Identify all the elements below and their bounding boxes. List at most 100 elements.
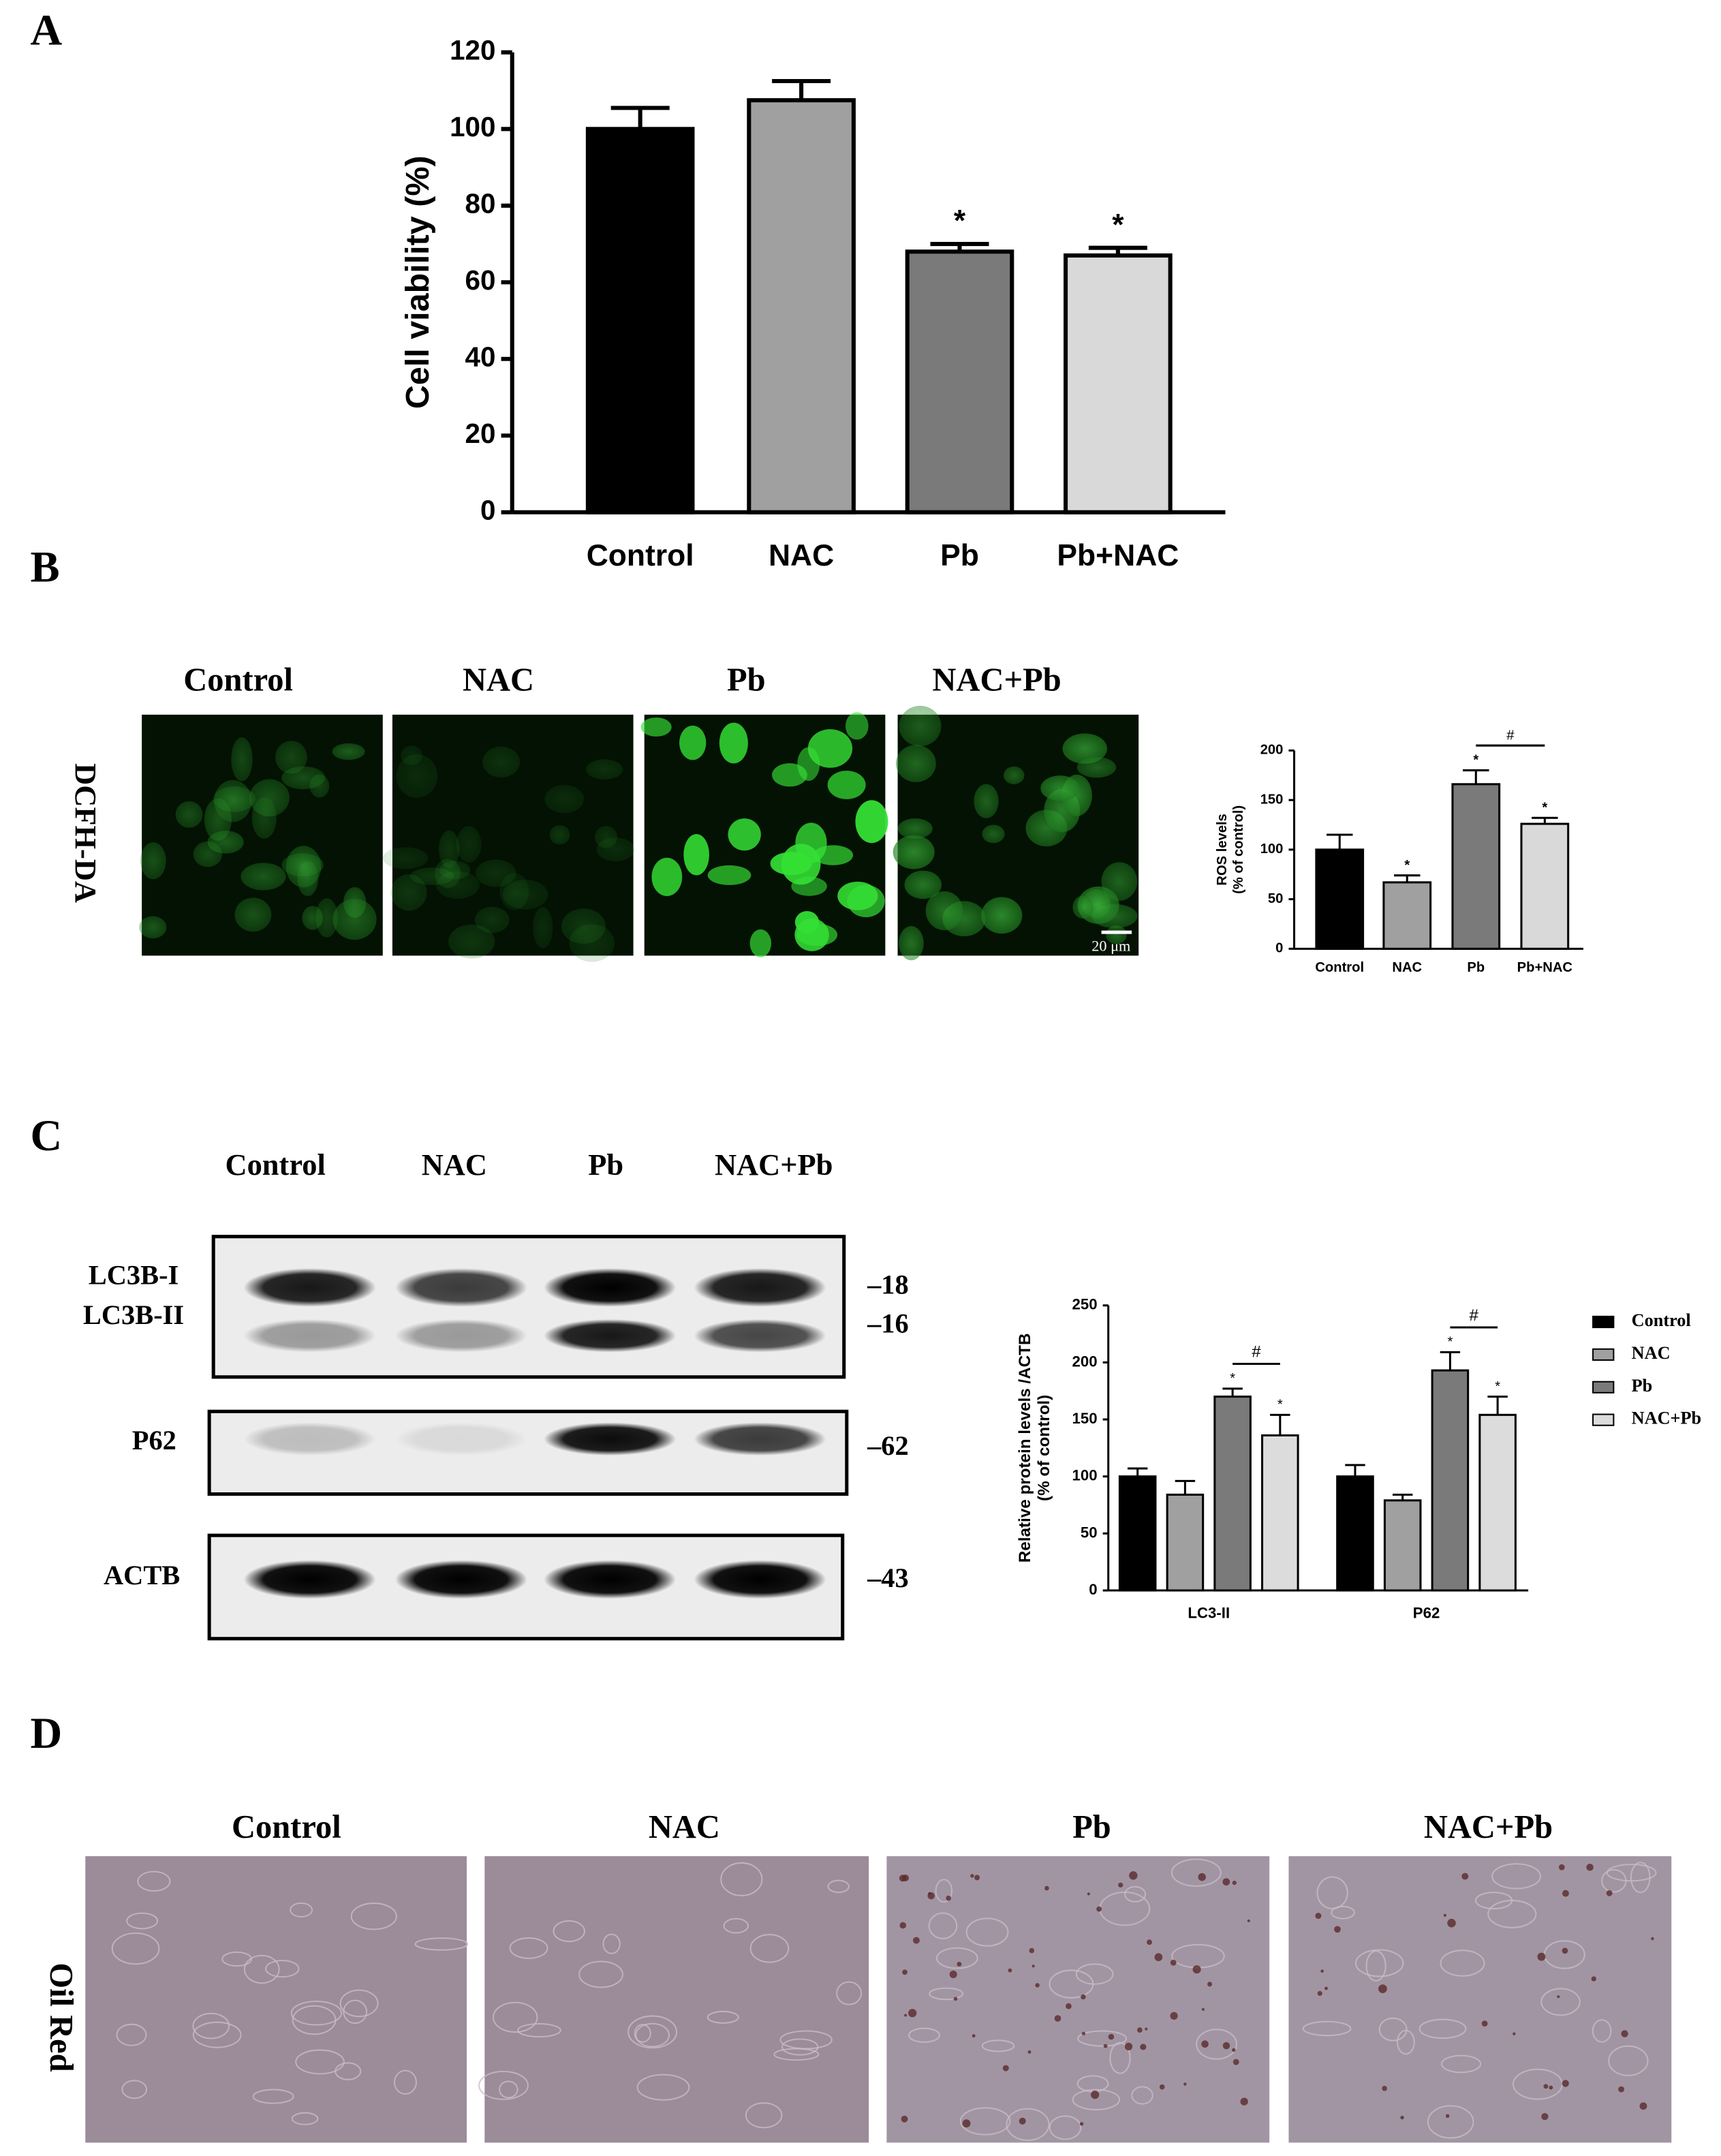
lipid-droplet (1081, 1994, 1086, 2000)
column-label: Control (183, 662, 293, 698)
cell-outline (929, 1987, 964, 2001)
error-bar (610, 106, 670, 129)
column-label: NAC+Pb (1424, 1809, 1553, 1845)
bar (747, 98, 856, 514)
bar (1431, 1369, 1470, 1592)
image-background (484, 1856, 869, 2143)
blot-band (243, 1268, 376, 1307)
blot-band (544, 1560, 677, 1599)
fluorescence-image (640, 712, 888, 957)
lipid-droplet (1222, 1878, 1230, 1886)
lipid-droplet (962, 2119, 971, 2128)
cell-outline (1491, 1863, 1542, 1890)
bar (1064, 253, 1173, 514)
lipid-droplet (1639, 2102, 1647, 2110)
lipid-droplet (1054, 2015, 1061, 2022)
cell-outline (1487, 1900, 1537, 1928)
lipid-droplet (1591, 1976, 1596, 1982)
cell-outline (478, 2070, 529, 2100)
error-bar (1392, 1493, 1413, 1500)
x-tick-label: LC3-II (1188, 1604, 1230, 1621)
oil-red-image (886, 1856, 1270, 2143)
column-label: NAC+Pb (932, 662, 1061, 698)
blot-band (694, 1422, 826, 1456)
cell-outline (749, 1934, 790, 1963)
significance-mark: * (954, 204, 966, 238)
cell-outline (1049, 1969, 1094, 1999)
lipid-droplet (1324, 1986, 1328, 1990)
bar (1315, 848, 1365, 950)
cell-outline (499, 2080, 518, 2099)
cell (749, 929, 771, 957)
y-tick-label: 40 (465, 341, 496, 372)
y-tick-label: 120 (450, 34, 495, 65)
error-bar (1532, 816, 1558, 825)
lipid-droplet (1154, 1953, 1163, 1962)
cell-outline (636, 2074, 690, 2101)
lipid-droplet (1118, 1882, 1123, 1888)
lipid-droplet (1129, 1871, 1138, 1880)
error-bar (930, 242, 989, 252)
error-bar (1088, 245, 1147, 256)
cell-outline (723, 1918, 749, 1934)
significance-mark: * (1473, 753, 1478, 768)
cell (728, 818, 761, 851)
cell (234, 897, 272, 932)
cell-outline (1427, 2105, 1474, 2139)
column-label: NAC (649, 1809, 720, 1845)
legend-swatch (1592, 1315, 1615, 1329)
cell (683, 833, 709, 876)
y-tick-label: 0 (1275, 941, 1283, 956)
lipid-droplet (1108, 2033, 1115, 2040)
lipid-droplet (1621, 2030, 1628, 2037)
lipid-droplet (1558, 1864, 1565, 1870)
x-tick-label: NAC (769, 539, 834, 572)
image-background (1288, 1856, 1672, 2143)
x-tick-label: Pb+NAC (1057, 539, 1179, 572)
lipid-droplet (1066, 2003, 1072, 2009)
lipid-droplet (1147, 1939, 1152, 1945)
cell (899, 705, 942, 747)
bar (1520, 822, 1570, 950)
cell-outline (291, 2112, 319, 2125)
lane-label: Control (226, 1148, 326, 1182)
cell (456, 826, 482, 863)
blot-band (243, 1319, 376, 1353)
cell-outline (1302, 2020, 1352, 2037)
cell-outline (634, 2024, 651, 2043)
significance-mark: * (1447, 1335, 1453, 1350)
cell-outline (1440, 1950, 1485, 1977)
lipid-droplet (1081, 2031, 1086, 2035)
error-bar (1487, 1396, 1508, 1415)
cell-outline (1049, 2115, 1082, 2140)
legend-label: NAC+Pb (1632, 1408, 1702, 1428)
cell (813, 845, 854, 865)
x-tick-label: Control (1315, 960, 1364, 975)
fluorescence-image (893, 705, 1139, 961)
y-tick-label: 100 (450, 111, 495, 142)
lipid-droplet (974, 1875, 980, 1881)
lipid-droplet (1183, 2082, 1187, 2086)
marker-label: –62 (867, 1430, 909, 1461)
cell-outline (602, 1933, 621, 1954)
lipid-droplet (901, 2115, 908, 2123)
cell-outline (1441, 2054, 1482, 2074)
cell (281, 766, 326, 790)
lipid-droplet (1549, 2085, 1553, 2090)
bar (1261, 1434, 1299, 1592)
lipid-droplet (1537, 1952, 1546, 1961)
cell (925, 891, 963, 931)
error-bar (1127, 1467, 1148, 1477)
y-tick-label: 200 (1072, 1353, 1097, 1370)
error-bar (1327, 833, 1353, 850)
scale-bar-label: 20 μm (1091, 937, 1130, 954)
bar (1118, 1475, 1157, 1592)
cell (390, 874, 427, 911)
lipid-droplet (899, 1922, 907, 1929)
bar (1166, 1493, 1205, 1592)
cell-outline (414, 1937, 469, 1951)
cell-outline (1131, 2086, 1153, 2105)
blot-band (544, 1268, 677, 1307)
cell (1076, 756, 1117, 778)
